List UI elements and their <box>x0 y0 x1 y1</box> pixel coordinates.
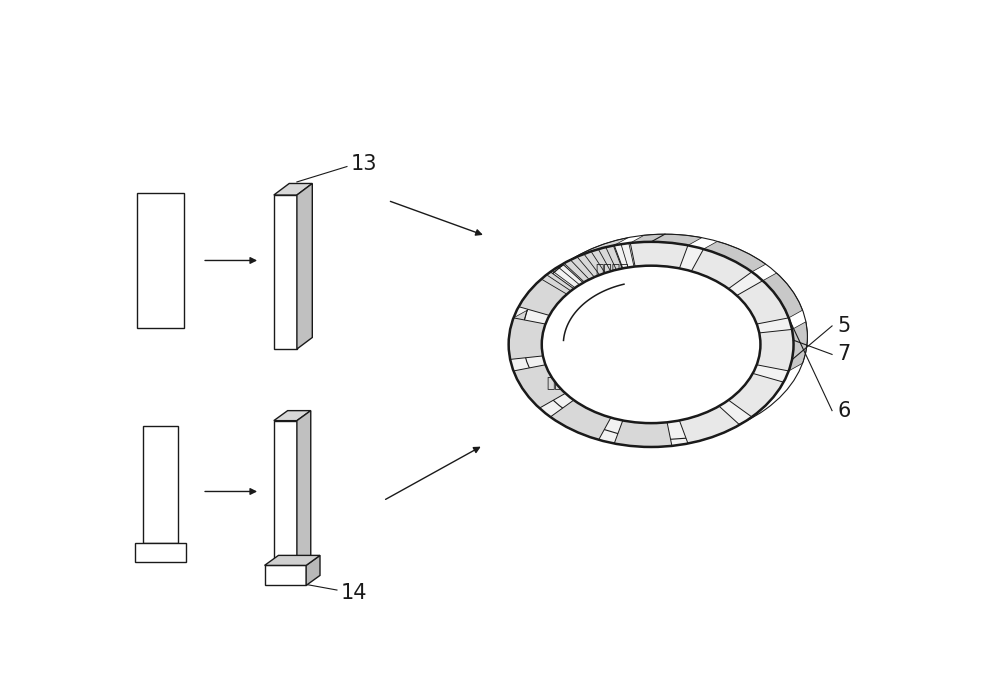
Polygon shape <box>509 310 527 359</box>
Polygon shape <box>691 249 752 288</box>
Polygon shape <box>274 411 311 421</box>
Polygon shape <box>763 273 803 318</box>
Text: 涡流: 涡流 <box>546 355 563 369</box>
Polygon shape <box>563 237 628 264</box>
Polygon shape <box>550 400 611 440</box>
Polygon shape <box>265 555 320 565</box>
Polygon shape <box>297 183 312 349</box>
Polygon shape <box>551 376 562 384</box>
Text: 7: 7 <box>837 344 851 364</box>
Polygon shape <box>556 297 567 306</box>
Polygon shape <box>586 404 597 413</box>
Polygon shape <box>306 555 320 585</box>
Text: 方向: 方向 <box>546 376 563 391</box>
Polygon shape <box>737 281 789 324</box>
Bar <box>143 426 178 543</box>
Polygon shape <box>679 406 740 443</box>
Text: 叠片方向: 叠片方向 <box>596 263 629 278</box>
Polygon shape <box>542 335 551 344</box>
Bar <box>274 421 297 565</box>
Text: 5: 5 <box>837 316 851 336</box>
Polygon shape <box>514 365 565 408</box>
Polygon shape <box>596 272 608 280</box>
Text: 6: 6 <box>837 400 851 421</box>
Polygon shape <box>614 420 672 447</box>
Polygon shape <box>651 266 664 272</box>
Ellipse shape <box>542 266 760 423</box>
Polygon shape <box>704 241 766 272</box>
Polygon shape <box>297 411 311 565</box>
Polygon shape <box>509 318 545 359</box>
Polygon shape <box>694 409 706 417</box>
Polygon shape <box>563 246 623 283</box>
Polygon shape <box>751 344 760 354</box>
Polygon shape <box>630 234 702 246</box>
Polygon shape <box>741 305 752 313</box>
Polygon shape <box>519 272 574 316</box>
Polygon shape <box>630 242 688 269</box>
Polygon shape <box>509 242 794 447</box>
Polygon shape <box>789 322 807 371</box>
Polygon shape <box>274 183 312 195</box>
Text: 14: 14 <box>341 583 367 603</box>
Polygon shape <box>757 329 794 371</box>
Text: 13: 13 <box>351 154 377 174</box>
Bar <box>135 543 186 563</box>
Polygon shape <box>735 383 746 391</box>
Polygon shape <box>728 373 784 417</box>
Polygon shape <box>706 276 717 284</box>
Polygon shape <box>519 264 564 307</box>
Bar <box>265 565 306 585</box>
Bar <box>137 194 184 328</box>
Bar <box>274 195 297 349</box>
Polygon shape <box>638 417 651 423</box>
